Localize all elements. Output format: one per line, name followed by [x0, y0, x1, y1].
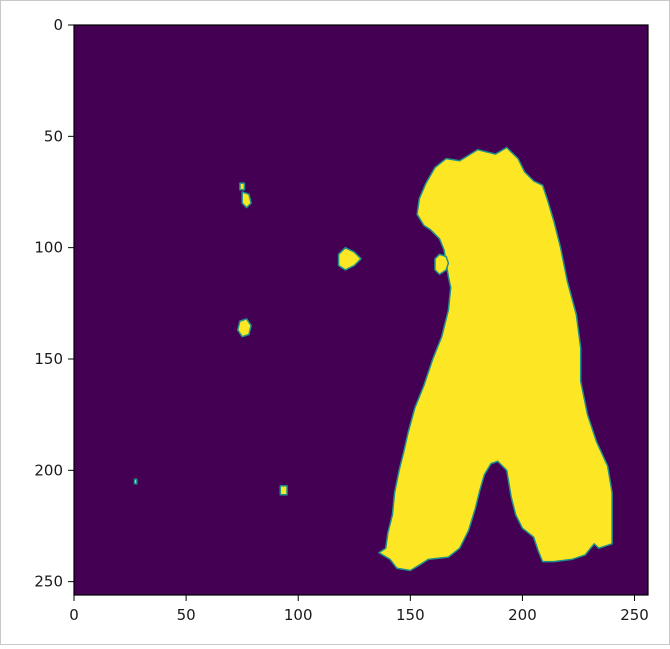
x-axis: 0 50 100 150 200 250 [69, 595, 649, 624]
x-tick-label: 200 [508, 606, 537, 624]
x-tick-label: 100 [284, 606, 313, 624]
y-tick-label: 250 [34, 573, 63, 591]
region-blob-76-136 [236, 318, 252, 338]
region-blob-77-78 [241, 191, 252, 209]
y-tick-label: 200 [34, 461, 63, 479]
x-tick-label: 50 [177, 606, 196, 624]
y-tick-label: 150 [34, 350, 63, 368]
region-blob-93-209 [279, 485, 288, 496]
region-main-blob [378, 146, 613, 572]
y-tick-label: 50 [44, 127, 63, 145]
region-blob-164-108 [434, 253, 450, 276]
plot-frame [73, 24, 649, 596]
x-tick-label: 250 [620, 606, 649, 624]
x-tick-label: 150 [396, 606, 425, 624]
region-blob-27-205 [133, 478, 138, 485]
y-tick-label: 0 [53, 16, 63, 34]
region-blob-74-72 [239, 182, 246, 191]
x-tick-label: 0 [69, 606, 79, 624]
y-tick-label: 100 [34, 239, 63, 257]
y-axis: 0 50 100 150 200 250 [34, 16, 74, 591]
region-blob-120-105 [337, 246, 362, 271]
